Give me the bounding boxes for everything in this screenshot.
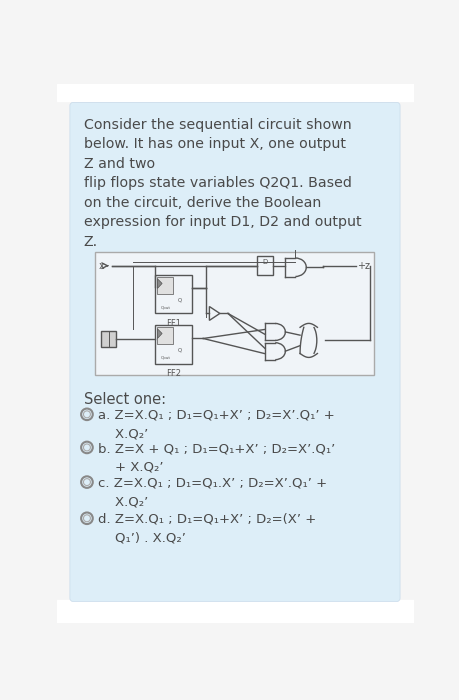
Text: Q: Q <box>177 347 181 353</box>
Text: D: D <box>262 259 267 265</box>
Text: b. Z=X + Q₁ ; D₁=Q₁+X’ ; D₂=X’.Q₁’
    + X.Q₂’: b. Z=X + Q₁ ; D₁=Q₁+X’ ; D₂=X’.Q₁’ + X.Q… <box>98 442 334 473</box>
Circle shape <box>81 409 93 420</box>
FancyBboxPatch shape <box>70 102 399 601</box>
Bar <box>101 331 116 346</box>
Text: Q: Q <box>177 298 181 302</box>
Bar <box>157 276 173 294</box>
Bar <box>155 275 192 314</box>
Text: a. Z=X.Q₁ ; D₁=Q₁+X’ ; D₂=X’.Q₁’ +
    X.Q₂’: a. Z=X.Q₁ ; D₁=Q₁+X’ ; D₂=X’.Q₁’ + X.Q₂’ <box>98 409 334 440</box>
Text: x: x <box>98 260 104 271</box>
Bar <box>155 325 192 363</box>
Text: Select one:: Select one: <box>84 392 166 407</box>
Bar <box>257 256 272 275</box>
Text: Consider the sequential circuit shown
below. It has one input X, one output
Z an: Consider the sequential circuit shown be… <box>84 118 361 249</box>
Circle shape <box>83 411 90 418</box>
Text: Qout: Qout <box>160 306 170 309</box>
Bar <box>95 252 373 375</box>
Polygon shape <box>209 307 219 321</box>
Circle shape <box>83 444 90 451</box>
Text: c. Z=X.Q₁ ; D₁=Q₁.X’ ; D₂=X’.Q₁’ +
    X.Q₂’: c. Z=X.Q₁ ; D₁=Q₁.X’ ; D₂=X’.Q₁’ + X.Q₂’ <box>98 477 326 508</box>
Bar <box>57 600 413 623</box>
Text: Qout: Qout <box>160 356 170 360</box>
Bar <box>157 326 173 344</box>
Circle shape <box>81 476 93 488</box>
Text: FF1: FF1 <box>166 319 181 328</box>
Text: d. Z=X.Q₁ ; D₁=Q₁+X’ ; D₂=(X’ +
    Q₁’) . X.Q₂’: d. Z=X.Q₁ ; D₁=Q₁+X’ ; D₂=(X’ + Q₁’) . X… <box>98 513 315 545</box>
Circle shape <box>83 514 90 522</box>
Polygon shape <box>157 279 162 288</box>
Polygon shape <box>157 329 162 339</box>
Circle shape <box>83 479 90 486</box>
Text: +z: +z <box>356 260 369 271</box>
Bar <box>57 84 413 101</box>
Circle shape <box>81 442 93 453</box>
Circle shape <box>81 512 93 524</box>
Text: FF2: FF2 <box>166 369 181 378</box>
